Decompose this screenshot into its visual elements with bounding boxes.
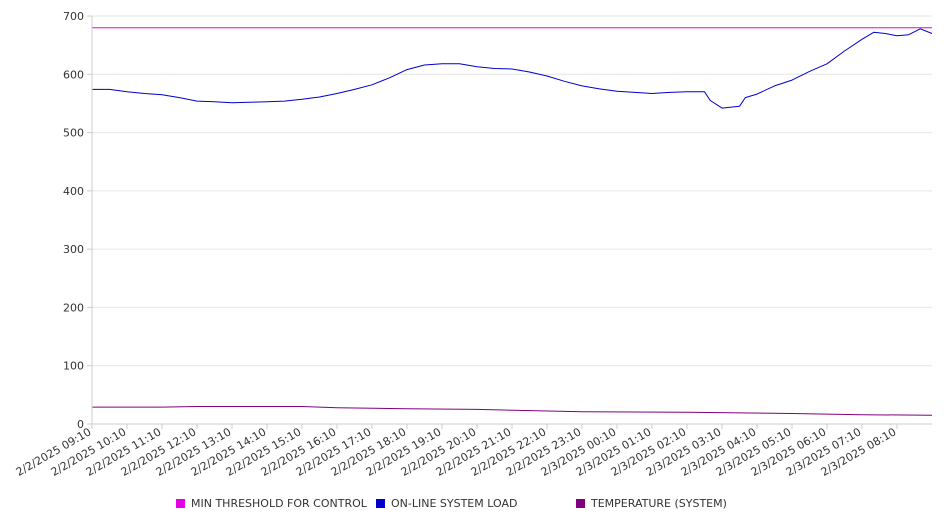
legend-item-min-threshold: MIN THRESHOLD FOR CONTROL [176, 497, 367, 510]
legend-item-system-load: ON-LINE SYSTEM LOAD [376, 497, 517, 510]
legend-swatch-min-threshold [176, 499, 185, 508]
y-tick-label: 0 [77, 418, 84, 431]
y-tick-label: 100 [63, 360, 84, 373]
y-tick-label: 400 [63, 185, 84, 198]
series-line-on-line-system-load [92, 28, 933, 109]
legend: MIN THRESHOLD FOR CONTROL ON-LINE SYSTEM… [0, 497, 946, 515]
y-tick-label: 200 [63, 301, 84, 314]
legend-label-system-load: ON-LINE SYSTEM LOAD [391, 497, 518, 510]
y-tick-label: 300 [63, 243, 84, 256]
series-line-temperature-system [92, 406, 933, 416]
y-tick-label: 500 [63, 127, 84, 140]
gridlines [92, 15, 932, 367]
x-axis-ticks: 2/2/2025 09:102/2/2025 10:102/2/2025 11:… [14, 424, 899, 479]
y-tick-label: 700 [63, 10, 84, 23]
legend-label-temperature: TEMPERATURE (SYSTEM) [591, 497, 727, 510]
legend-swatch-temperature [576, 499, 585, 508]
y-axis-ticks: 0 100 200 300 400 500 600 700 [63, 10, 92, 431]
legend-swatch-system-load [376, 499, 385, 508]
legend-label-min-threshold: MIN THRESHOLD FOR CONTROL [191, 497, 367, 510]
legend-item-temperature: TEMPERATURE (SYSTEM) [576, 497, 727, 510]
y-tick-label: 600 [63, 68, 84, 81]
series-lines [92, 27, 933, 416]
